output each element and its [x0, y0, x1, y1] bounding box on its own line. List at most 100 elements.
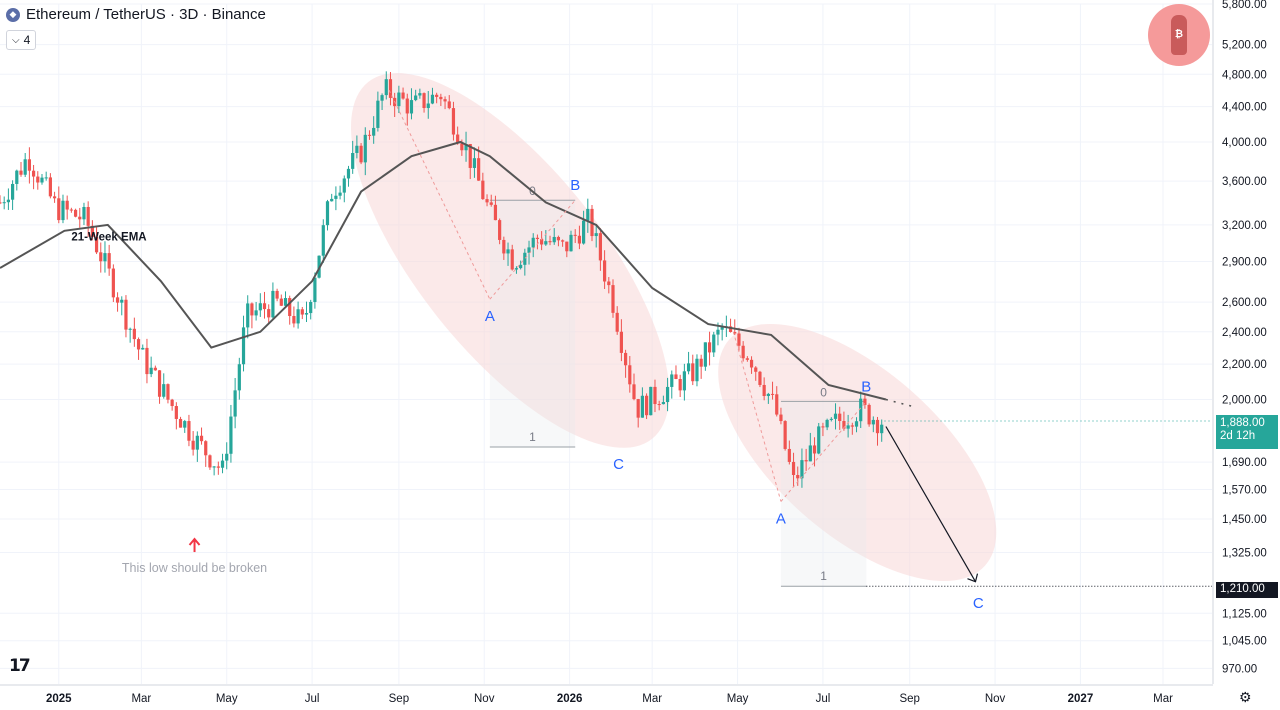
candle-body [309, 301, 313, 314]
candle-body [409, 100, 414, 114]
candle-body [44, 177, 48, 179]
candle-body [703, 342, 707, 367]
candle-body [10, 183, 15, 200]
candle-body [40, 177, 44, 183]
candle-body [6, 199, 10, 203]
time-tick-label: 2027 [1068, 693, 1094, 705]
wave-guide [489, 199, 576, 300]
candle-body [162, 384, 166, 397]
candle-body [90, 225, 94, 237]
time-tick-label: Mar [131, 693, 151, 705]
indicators-toggle[interactable]: ⌵ 4 [6, 30, 37, 50]
candle-body [842, 421, 846, 429]
candle-body [833, 413, 838, 419]
candle-body [443, 99, 447, 102]
time-tick-label: Jul [816, 693, 831, 705]
candle-body [31, 170, 36, 177]
candle-body [275, 290, 279, 299]
bar-countdown: 2d 12h [1220, 430, 1256, 442]
candle-body [854, 421, 859, 427]
price-tick-label: 2,900.00 [1222, 257, 1267, 269]
candle-body [82, 206, 86, 220]
candle-body [124, 299, 128, 330]
candle-body [313, 277, 317, 302]
price-tick-label: 4,800.00 [1222, 69, 1267, 81]
candle-body [99, 252, 103, 262]
price-tick-label: 2,600.00 [1222, 297, 1267, 309]
candle-body [544, 241, 548, 245]
candle-body [628, 365, 632, 385]
candle-body [27, 159, 31, 171]
candle-body [754, 367, 758, 372]
target-price-tag: 1,210.00 [1216, 582, 1278, 598]
candle-body [61, 200, 65, 221]
candle-body [19, 170, 23, 175]
candle-body [170, 399, 174, 407]
time-tick-label: Sep [389, 693, 409, 705]
target-price-value: 1,210.00 [1220, 583, 1265, 595]
chart-header: ◆ Ethereum / TetherUS · 3D · Binance [6, 6, 266, 23]
candle-body [623, 352, 628, 366]
candle-body [775, 394, 779, 415]
price-tick-label: 1,570.00 [1222, 484, 1267, 496]
candle-body [817, 426, 821, 454]
time-tick-label: Nov [474, 693, 495, 705]
candle-body [246, 303, 250, 328]
wave-label: A [485, 308, 495, 325]
annotations: A B C A B C This low should be broken [122, 89, 1212, 612]
candle-body [875, 419, 880, 434]
price-tick-label: 1,125.00 [1222, 608, 1267, 620]
candle-body [665, 386, 670, 403]
candle-body [535, 237, 540, 240]
price-tick-label: 5,200.00 [1222, 40, 1267, 52]
candle-body [187, 421, 191, 441]
candle-body [779, 414, 783, 422]
candle-body [216, 466, 220, 468]
candle-body [804, 460, 808, 462]
candle-body [250, 303, 254, 316]
candle-body [695, 358, 699, 382]
candle-body [527, 247, 531, 253]
candle-body [514, 268, 519, 270]
symbol-title[interactable]: Ethereum / TetherUS · 3D · Binance [26, 6, 266, 23]
wave-label: B [570, 177, 580, 194]
candle-body [791, 461, 796, 476]
price-tick-label: 3,200.00 [1222, 220, 1267, 232]
wave-label: C [973, 595, 984, 612]
candle-body [548, 241, 552, 243]
candle-body [762, 384, 766, 397]
candle-body [460, 143, 464, 151]
candle-body [712, 334, 716, 353]
candles [0, 71, 884, 488]
settings-gear-icon[interactable]: ⚙ [1239, 689, 1252, 705]
candle-body [288, 298, 292, 317]
candle-body [565, 241, 569, 252]
fib-box-1 [489, 200, 576, 448]
candle-body [880, 424, 884, 434]
price-tick-label: 1,690.00 [1222, 457, 1267, 469]
candle-body [208, 455, 212, 468]
candle-body [733, 332, 737, 334]
candle-body [821, 426, 825, 428]
candle-body [615, 312, 619, 332]
candle-body [342, 178, 346, 193]
candle-body [552, 236, 556, 243]
candle-body [86, 206, 90, 226]
tradingview-logo-icon[interactable]: 17 [9, 656, 31, 676]
candle-body [502, 239, 506, 254]
candle-body [334, 195, 338, 199]
candle-body [489, 202, 493, 205]
candle-body [355, 145, 359, 153]
price-tick-label: 2,400.00 [1222, 327, 1267, 339]
fib-box-2 [780, 401, 867, 587]
time-tick-label: Jul [305, 693, 320, 705]
candle-body [577, 235, 582, 244]
candle-body [405, 98, 409, 114]
candle-body [556, 236, 561, 241]
candle-body [716, 329, 720, 335]
candle-body [749, 359, 754, 368]
candle-body [233, 390, 237, 417]
candle-body [107, 253, 111, 269]
